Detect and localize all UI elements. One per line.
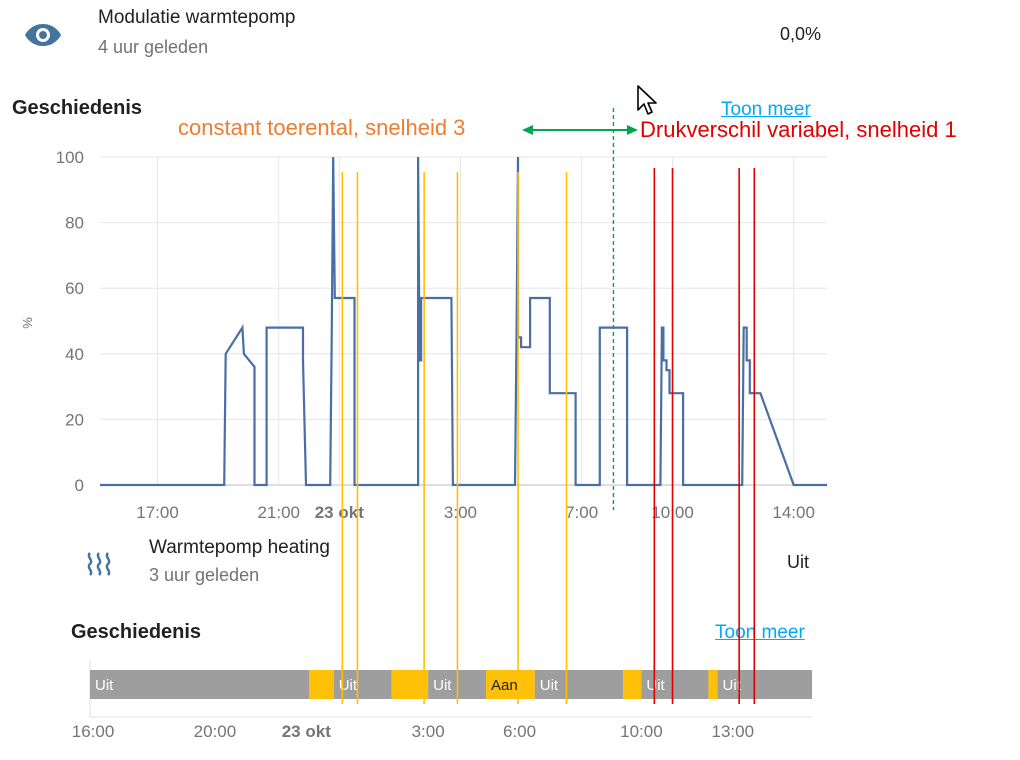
timeline-segment-aan[interactable] <box>623 670 642 699</box>
x-tick-label: 14:00 <box>772 503 815 522</box>
entity-row-modulatie[interactable]: Modulatie warmtepomp 4 uur geleden 0,0% <box>0 0 840 64</box>
entity-state: Uit <box>787 552 809 572</box>
timeline-segment-aan[interactable] <box>309 670 334 699</box>
last-changed: 4 uur geleden <box>98 37 209 57</box>
entity-name: Warmtepomp heating <box>149 537 330 558</box>
x-tick-label: 16:00 <box>72 722 115 741</box>
timeline-segment-aan[interactable] <box>391 670 429 699</box>
x-tick-label: 23 okt <box>315 503 364 522</box>
y-tick-label: 100 <box>56 148 84 167</box>
eye-icon <box>25 24 61 46</box>
x-tick-label: 6:00 <box>503 722 536 741</box>
timeline-segment-label: Uit <box>723 677 742 694</box>
y-tick-label: 40 <box>65 345 84 364</box>
timeline-segment-uit[interactable] <box>333 670 392 699</box>
y-tick-label: 20 <box>65 410 84 429</box>
modulation-series-line <box>100 156 827 487</box>
annotation-left: constant toerental, snelheid 3 <box>178 115 466 140</box>
entity-name: Modulatie warmtepomp <box>98 7 296 28</box>
y-tick-label: 60 <box>65 279 84 298</box>
x-tick-label: 3:00 <box>412 722 445 741</box>
timeline-segment-uit[interactable] <box>641 670 709 699</box>
annotation-right: Drukverschil variabel, snelheid 1 <box>640 117 957 142</box>
double-arrow <box>522 125 638 135</box>
show-more-link[interactable]: Toon meer <box>715 622 805 643</box>
timeline-segment-uit[interactable] <box>717 670 812 699</box>
timeline-segment-label: Aan <box>491 677 518 694</box>
timeline-segment-label: Uit <box>95 677 114 694</box>
x-tick-label: 17:00 <box>136 503 179 522</box>
timeline-segment-label: Uit <box>339 677 358 694</box>
x-tick-label: 7:00 <box>565 503 598 522</box>
last-changed: 3 uur geleden <box>149 565 260 585</box>
history-title: Geschiedenis <box>12 97 143 119</box>
x-tick-label: 13:00 <box>712 722 755 741</box>
timeline-segment-uit[interactable] <box>90 670 310 699</box>
timeline-segment-uit[interactable] <box>534 670 624 699</box>
history-title: Geschiedenis <box>71 621 202 643</box>
x-tick-label: 20:00 <box>194 722 237 741</box>
y-axis-label: % <box>20 317 35 329</box>
timeline-segment-label: Uit <box>433 677 452 694</box>
timeline-segment-aan[interactable] <box>486 670 535 699</box>
entity-state: 0,0% <box>780 24 822 44</box>
y-tick-label: 0 <box>75 476 84 495</box>
timeline-segment-label: Uit <box>646 677 665 694</box>
timeline-segment-label: Uit <box>540 677 559 694</box>
entity-row-heating[interactable]: Warmtepomp heating 3 uur geleden Uit <box>0 530 840 592</box>
show-more-link[interactable]: Toon meer <box>721 99 811 120</box>
mouse-cursor-icon <box>637 85 657 115</box>
timeline-segment-aan[interactable] <box>708 670 718 699</box>
heat-wave-icon <box>87 552 111 576</box>
y-tick-label: 80 <box>65 214 84 233</box>
x-tick-label: 3:00 <box>444 503 477 522</box>
x-tick-label: 10:00 <box>620 722 663 741</box>
x-tick-label: 21:00 <box>257 503 300 522</box>
x-tick-label: 23 okt <box>282 722 331 741</box>
